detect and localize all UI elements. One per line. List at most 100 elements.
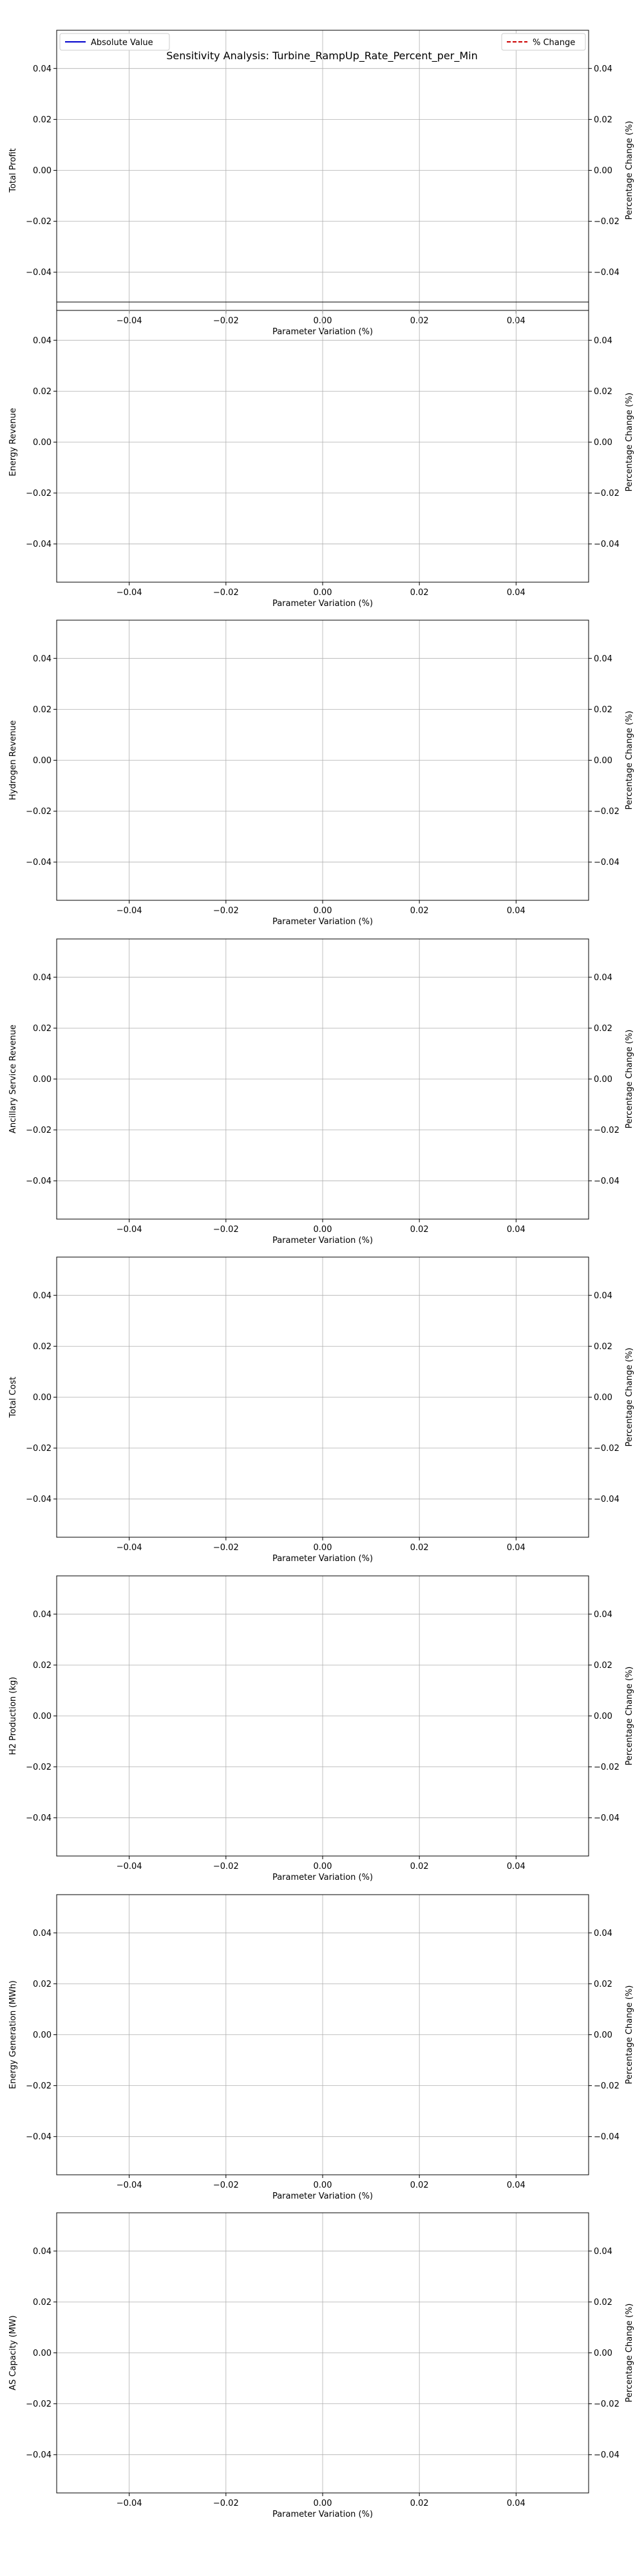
chart-panel-7: −0.04 −0.02 0.00 0.02 0.04 −0.04 −0.02 0.00 0.02… <box>8 1894 634 2201</box>
chart-panel-3: −0.04 −0.02 0.00 0.02 0.04 −0.04 −0.02 0.00 0.02… <box>8 620 634 927</box>
y-tick-label: 0.00 <box>33 1712 52 1721</box>
y-tick-label: −0.04 <box>26 858 52 867</box>
x-tick-label: −0.04 <box>117 1862 142 1871</box>
y-tick-label: 0.00 <box>33 2349 52 2358</box>
y-tick-label: −0.02 <box>26 807 52 817</box>
x-axis-label: Parameter Variation (%) <box>272 917 373 927</box>
chart-panel-4: −0.04 −0.02 0.00 0.02 0.04 −0.04 −0.02 0.00 0.02… <box>8 938 634 1245</box>
y-axis-label: Energy Generation (MWh) <box>8 1980 18 2089</box>
x-tick-label: −0.02 <box>213 1543 239 1553</box>
y2-tick-label: −0.02 <box>594 2400 620 2409</box>
y-tick-label: 0.04 <box>33 654 52 664</box>
y-axis-label: AS Capacity (MW) <box>8 2315 18 2390</box>
chart-panel-1: −0.04 −0.02 0.00 0.02 0.04 −0.04 −0.02 0.00 0.02… <box>8 30 634 337</box>
y2-tick-label: −0.02 <box>594 1126 620 1135</box>
y-tick-label: 0.02 <box>33 387 52 397</box>
y2-tick-label: 0.02 <box>594 115 612 125</box>
y2-tick-label: 0.02 <box>594 1024 612 1034</box>
y2-tick-label: 0.00 <box>594 2349 612 2358</box>
x-tick-label: 0.00 <box>314 1225 332 1235</box>
x-tick-label: 0.02 <box>410 906 429 916</box>
y2-axis-label: Percentage Change (%) <box>625 1030 634 1129</box>
y2-tick-label: −0.04 <box>594 1814 620 1823</box>
x-tick-label: 0.02 <box>410 588 429 598</box>
y2-tick-label: 0.00 <box>594 1712 612 1721</box>
y-tick-label: 0.02 <box>33 115 52 125</box>
y2-axis-label: Percentage Change (%) <box>625 1985 634 2085</box>
x-tick-label: 0.04 <box>507 1543 526 1553</box>
y-axis-label: Total Cost <box>8 1377 18 1418</box>
chart-title: Sensitivity Analysis: Turbine_RampUp_Rat… <box>166 50 477 62</box>
chart-panel-6: −0.04 −0.02 0.00 0.02 0.04 −0.04 −0.02 0.00 0.02… <box>8 1575 634 1882</box>
y2-tick-label: 0.04 <box>594 1610 612 1620</box>
y2-tick-label: −0.04 <box>594 540 620 549</box>
y-tick-label: −0.02 <box>26 2081 52 2091</box>
y-tick-label: 0.04 <box>33 2247 52 2257</box>
y-tick-label: −0.02 <box>26 1126 52 1135</box>
y2-tick-label: −0.02 <box>594 1763 620 1772</box>
y-tick-label: 0.04 <box>33 64 52 74</box>
x-tick-label: −0.04 <box>117 906 142 916</box>
y-tick-label: 0.02 <box>33 1342 52 1352</box>
y-tick-label: −0.04 <box>26 268 52 278</box>
x-tick-label: −0.02 <box>213 2181 239 2190</box>
y2-tick-label: −0.02 <box>594 1444 620 1454</box>
legend-absolute: Absolute Value <box>59 33 170 51</box>
y2-axis-label: Percentage Change (%) <box>625 1348 634 1447</box>
y2-tick-label: −0.04 <box>594 858 620 867</box>
y-tick-label: −0.02 <box>26 489 52 498</box>
y2-tick-label: −0.04 <box>594 2132 620 2142</box>
x-axis-label: Parameter Variation (%) <box>272 1554 373 1564</box>
y2-tick-label: 0.00 <box>594 166 612 176</box>
x-tick-label: −0.02 <box>213 1862 239 1871</box>
y2-tick-label: −0.02 <box>594 2081 620 2091</box>
x-axis-label: Parameter Variation (%) <box>272 1873 373 1882</box>
x-tick-label: 0.00 <box>314 1543 332 1553</box>
y-tick-label: 0.04 <box>33 336 52 346</box>
x-tick-label: −0.02 <box>213 1225 239 1235</box>
x-tick-label: 0.02 <box>410 2181 429 2190</box>
y2-tick-label: −0.02 <box>594 807 620 817</box>
y2-tick-label: 0.00 <box>594 1393 612 1403</box>
y-tick-label: 0.02 <box>33 705 52 715</box>
y-tick-label: −0.04 <box>26 1177 52 1186</box>
y2-axis-label: Percentage Change (%) <box>625 393 634 492</box>
chart-panel-8: −0.04 −0.02 0.00 0.02 0.04 −0.04 −0.02 0.00 0.02… <box>8 2212 634 2519</box>
y2-tick-label: 0.04 <box>594 1291 612 1301</box>
y-tick-label: 0.02 <box>33 1661 52 1671</box>
y2-tick-label: 0.02 <box>594 2298 612 2307</box>
y2-tick-label: −0.04 <box>594 1177 620 1186</box>
y2-tick-label: 0.00 <box>594 2031 612 2040</box>
x-tick-label: 0.04 <box>507 1225 526 1235</box>
y-tick-label: 0.04 <box>33 1610 52 1620</box>
y-tick-label: 0.00 <box>33 756 52 766</box>
y-tick-label: 0.00 <box>33 2031 52 2040</box>
y-tick-label: −0.04 <box>26 2132 52 2142</box>
x-tick-label: 0.04 <box>507 2499 526 2508</box>
y2-tick-label: −0.04 <box>594 268 620 278</box>
y-axis-label: Energy Revenue <box>8 408 18 476</box>
y-tick-label: 0.00 <box>33 438 52 448</box>
y-tick-label: −0.02 <box>26 1444 52 1454</box>
y-tick-label: −0.04 <box>26 1495 52 1504</box>
y-tick-label: −0.02 <box>26 2400 52 2409</box>
x-tick-label: 0.02 <box>410 2499 429 2508</box>
x-tick-label: −0.02 <box>213 588 239 598</box>
y2-tick-label: 0.00 <box>594 1075 612 1084</box>
chart-panel-5: −0.04 −0.02 0.00 0.02 0.04 −0.04 −0.02 0.00 0.02… <box>8 1256 634 1564</box>
legend-label-percent: % Change <box>533 38 575 48</box>
x-tick-label: 0.04 <box>507 906 526 916</box>
y2-tick-label: 0.00 <box>594 756 612 766</box>
y-tick-label: 0.02 <box>33 2298 52 2307</box>
y2-tick-label: 0.02 <box>594 387 612 397</box>
x-axis-label: Parameter Variation (%) <box>272 2192 373 2201</box>
y2-tick-label: 0.02 <box>594 1980 612 1989</box>
y2-axis-label: Percentage Change (%) <box>625 711 634 810</box>
y2-tick-label: −0.04 <box>594 2450 620 2460</box>
y2-tick-label: 0.02 <box>594 1342 612 1352</box>
y-tick-label: −0.04 <box>26 540 52 549</box>
y-axis-label: H2 Production (kg) <box>8 1677 18 1755</box>
y2-tick-label: 0.04 <box>594 336 612 346</box>
y2-tick-label: 0.04 <box>594 1929 612 1938</box>
